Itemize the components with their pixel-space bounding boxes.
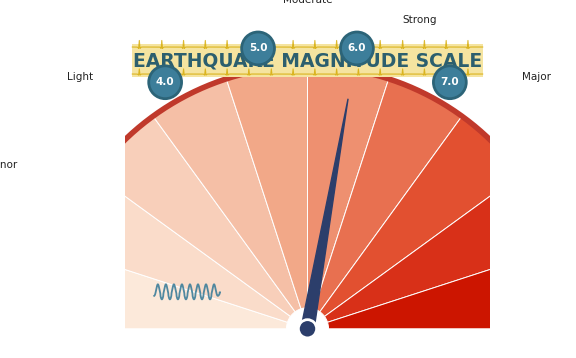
- Text: Major: Major: [522, 72, 551, 82]
- Wedge shape: [308, 66, 389, 309]
- Circle shape: [433, 66, 466, 99]
- Wedge shape: [153, 79, 301, 312]
- Polygon shape: [301, 99, 348, 330]
- Text: 5.0: 5.0: [249, 43, 267, 53]
- Text: EARTHQUAKE MAGNITUDE SCALE: EARTHQUAKE MAGNITUDE SCALE: [133, 51, 482, 70]
- Text: 8.0: 8.0: [516, 141, 535, 151]
- Circle shape: [509, 129, 542, 162]
- Text: Strong: Strong: [403, 15, 437, 25]
- Circle shape: [340, 32, 373, 65]
- Wedge shape: [58, 174, 290, 322]
- Circle shape: [6, 313, 39, 345]
- Wedge shape: [324, 174, 558, 322]
- Circle shape: [149, 66, 181, 99]
- Text: 6.0: 6.0: [348, 43, 366, 53]
- Circle shape: [24, 215, 56, 248]
- Wedge shape: [314, 79, 462, 312]
- Text: 9.0: 9.0: [566, 226, 576, 236]
- Wedge shape: [226, 66, 308, 309]
- Text: Minor: Minor: [0, 160, 17, 170]
- Wedge shape: [320, 116, 520, 316]
- Wedge shape: [328, 248, 570, 329]
- Text: 4.0: 4.0: [156, 77, 175, 87]
- Text: Moderate: Moderate: [283, 0, 332, 5]
- Wedge shape: [95, 116, 295, 316]
- Text: Light: Light: [67, 72, 93, 82]
- Circle shape: [298, 320, 317, 338]
- Text: 2.0: 2.0: [31, 226, 49, 236]
- Circle shape: [242, 32, 275, 65]
- Text: 1.0: 1.0: [14, 324, 32, 334]
- FancyBboxPatch shape: [132, 44, 483, 77]
- Wedge shape: [45, 248, 287, 329]
- Text: 7.0: 7.0: [441, 77, 459, 87]
- Text: 3.0: 3.0: [80, 141, 98, 151]
- Circle shape: [559, 215, 576, 248]
- Circle shape: [73, 129, 106, 162]
